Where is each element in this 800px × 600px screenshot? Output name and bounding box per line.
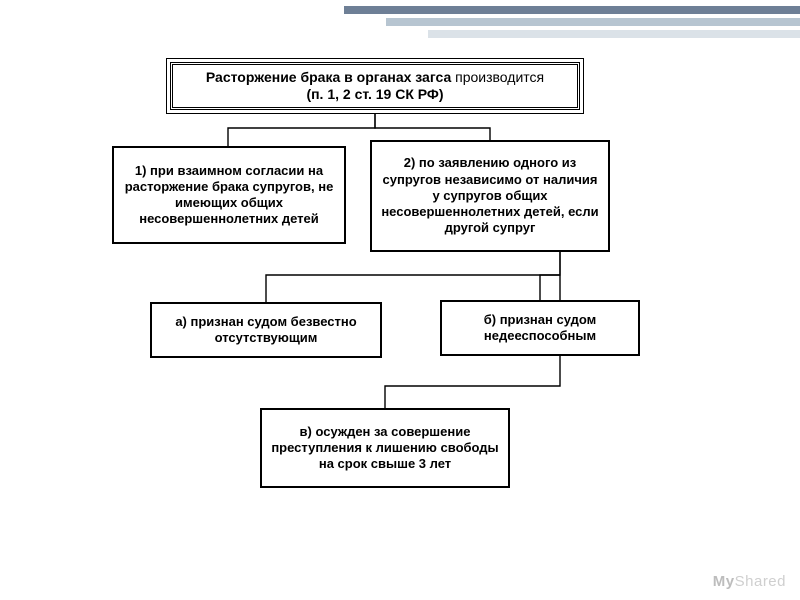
title-rest: производится [451, 69, 544, 85]
node-a-text: а) признан судом безвестно отсутствующим [158, 314, 374, 347]
watermark-bold: My [713, 573, 735, 590]
watermark-rest: Shared [735, 573, 786, 590]
node-b: б) признан судом недееспособным [440, 300, 640, 356]
node-b-text: б) признан судом недееспособным [448, 312, 632, 345]
header-bar-2 [386, 18, 800, 26]
watermark: MyShared [713, 573, 786, 590]
node-2-text: 2) по заявлению одного из супругов незав… [378, 155, 602, 236]
node-1-text: 1) при взаимном согласии на расторжение … [120, 163, 338, 228]
node-c-text: в) осужден за совершение преступления к … [268, 424, 502, 473]
node-1: 1) при взаимном согласии на расторжение … [112, 146, 346, 244]
header-bar-1 [344, 6, 800, 14]
node-2: 2) по заявлению одного из супругов незав… [370, 140, 610, 252]
title-line2: (п. 1, 2 ст. 19 СК РФ) [306, 86, 443, 104]
title-bold: Расторжение брака в органах загса [206, 69, 451, 85]
node-a: а) признан судом безвестно отсутствующим [150, 302, 382, 358]
header-bar-3 [428, 30, 800, 38]
node-c: в) осужден за совершение преступления к … [260, 408, 510, 488]
title-node: Расторжение брака в органах загса произв… [170, 62, 580, 110]
